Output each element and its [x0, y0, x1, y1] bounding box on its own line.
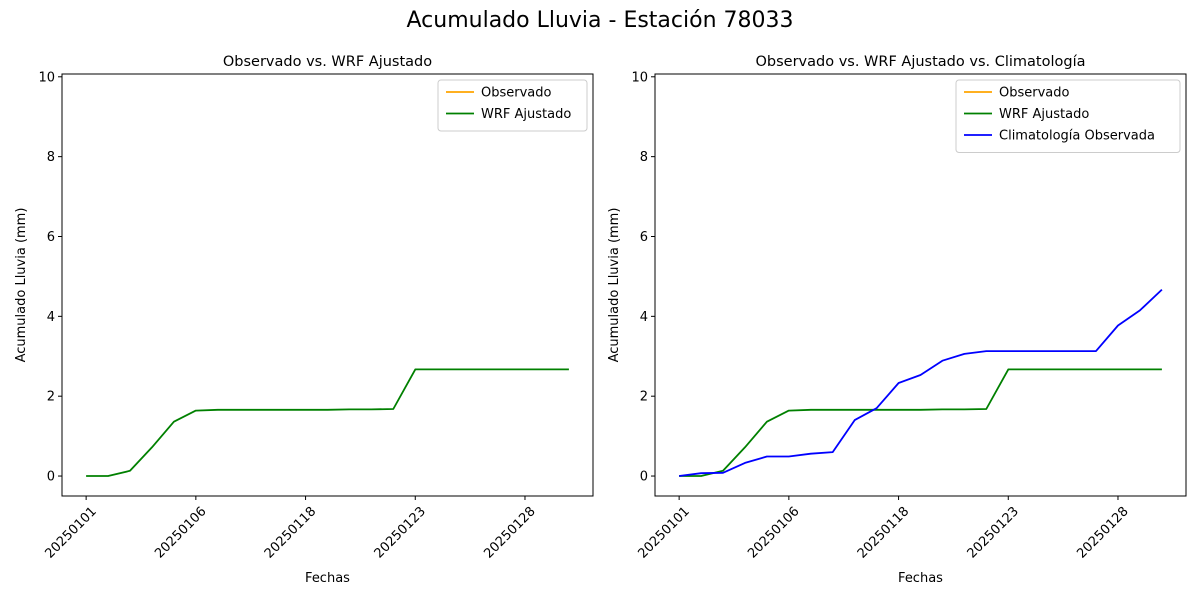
series-line-2 — [679, 368, 1162, 477]
legend-label: Observado — [481, 86, 552, 101]
legend: Observado WRF Ajustado — [437, 79, 588, 132]
x-tick-label: 20250106 — [745, 504, 802, 561]
axes-frame — [654, 73, 1187, 497]
legend-frame — [437, 79, 588, 132]
series-line-3 — [678, 288, 1163, 477]
y-tick-label: 0 — [640, 470, 648, 485]
y-axis-label: Acumulado Lluvia (mm) — [607, 208, 622, 363]
x-tick-label: 20250101 — [635, 504, 692, 561]
y-tick-label: 8 — [47, 150, 55, 165]
y-tick-label: 2 — [640, 390, 648, 405]
legend-label: WRF Ajustado — [481, 107, 571, 122]
legend-label: Climatología Observada — [999, 129, 1155, 144]
y-tick-label: 4 — [47, 310, 55, 325]
axes-frame — [61, 73, 594, 497]
legend: Observado WRF Ajustado Climatología Observ… — [955, 79, 1181, 153]
x-tick-label: 20250128 — [1074, 504, 1131, 561]
y-tick-label: 10 — [38, 70, 55, 85]
x-tick-label: 20250118 — [262, 504, 319, 561]
x-tick-label: 20250123 — [372, 504, 429, 561]
x-tick-label: 20250123 — [965, 504, 1022, 561]
figure-title: Acumulado Lluvia - Estación 78033 — [406, 8, 794, 33]
x-axis-label: Fechas — [305, 571, 350, 586]
legend-label: WRF Ajustado — [999, 107, 1089, 122]
chart-2: Observado vs. WRF Ajustado vs. Climatolo… — [607, 54, 1187, 586]
y-tick-label: 0 — [47, 470, 55, 485]
y-tick-label: 6 — [47, 230, 55, 245]
legend-label: Observado — [999, 86, 1070, 101]
y-tick-label: 10 — [631, 70, 648, 85]
x-tick-label: 20250118 — [855, 504, 912, 561]
y-axis-label: Acumulado Lluvia (mm) — [14, 208, 29, 363]
x-tick-label: 20250106 — [152, 504, 209, 561]
chart-title: Observado vs. WRF Ajustado vs. Climatolo… — [756, 54, 1086, 70]
chart-title: Observado vs. WRF Ajustado — [223, 54, 432, 70]
y-tick-label: 4 — [640, 310, 648, 325]
series-line-2 — [86, 368, 569, 477]
x-tick-label: 20250128 — [481, 504, 538, 561]
y-tick-label: 8 — [640, 150, 648, 165]
x-axis-label: Fechas — [898, 571, 943, 586]
legend-frame — [955, 79, 1181, 153]
x-tick-label: 20250101 — [42, 504, 99, 561]
y-tick-label: 6 — [640, 230, 648, 245]
y-tick-label: 2 — [47, 390, 55, 405]
chart-1: Observado vs. WRF Ajustado 0 2 4 6 8 10 2025010… — [14, 54, 594, 586]
